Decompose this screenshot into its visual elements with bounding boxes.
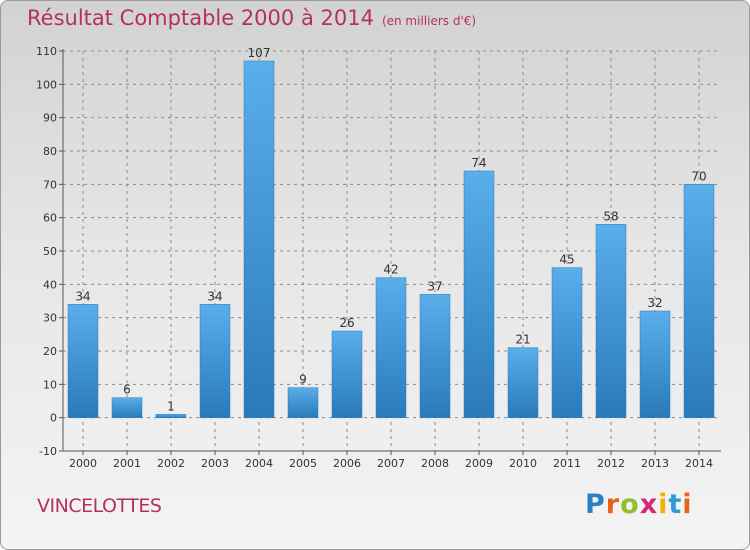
x-tick-label: 2006 bbox=[333, 457, 361, 470]
commune-name: VINCELOTTES bbox=[37, 495, 162, 517]
bar bbox=[67, 304, 99, 418]
x-tick-label: 2014 bbox=[685, 457, 713, 470]
x-tick-label: 2013 bbox=[641, 457, 669, 470]
logo-letter: x bbox=[639, 489, 659, 520]
x-tick-label: 2010 bbox=[509, 457, 537, 470]
logo-letter: i bbox=[682, 489, 693, 520]
bar bbox=[155, 414, 187, 418]
bar-value-label: 34 bbox=[207, 289, 222, 303]
x-tick-label: 2000 bbox=[69, 457, 97, 470]
bar-value-label: 107 bbox=[248, 46, 271, 60]
y-tick-label: 30 bbox=[43, 312, 57, 325]
x-tick-label: 2004 bbox=[245, 457, 273, 470]
bar-value-label: 9 bbox=[299, 373, 307, 387]
logo-letter: o bbox=[620, 489, 640, 520]
y-tick-label: 0 bbox=[50, 412, 57, 425]
bar bbox=[375, 277, 407, 418]
chart-title-text: Résultat Comptable 2000 à 2014 bbox=[27, 6, 374, 30]
y-tick-label: 90 bbox=[43, 112, 57, 125]
bar-value-label: 34 bbox=[75, 289, 90, 303]
y-tick-label: 40 bbox=[43, 278, 57, 291]
y-tick-label: 80 bbox=[43, 145, 57, 158]
x-tick-label: 2002 bbox=[157, 457, 185, 470]
bar bbox=[243, 60, 275, 418]
logo-letter: t bbox=[668, 489, 683, 520]
y-tick-label: 70 bbox=[43, 178, 57, 191]
y-tick-label: 100 bbox=[36, 78, 57, 91]
bar bbox=[463, 170, 495, 418]
x-tick-label: 2005 bbox=[289, 457, 317, 470]
bar-value-label: 42 bbox=[383, 263, 398, 277]
bar bbox=[639, 310, 671, 418]
bar-value-label: 70 bbox=[691, 169, 706, 183]
logo-letter: i bbox=[658, 489, 669, 520]
y-tick-label: 110 bbox=[36, 45, 57, 58]
bar-value-label: 37 bbox=[427, 279, 442, 293]
chart-subtitle: (en milliers d'€) bbox=[381, 14, 477, 28]
bar-value-label: 21 bbox=[515, 333, 530, 347]
bar-value-label: 74 bbox=[471, 156, 486, 170]
logo-letter: r bbox=[605, 489, 621, 520]
x-tick-label: 2008 bbox=[421, 457, 449, 470]
logo-letter: P bbox=[585, 489, 606, 520]
y-tick-label: 60 bbox=[43, 212, 57, 225]
bar bbox=[595, 224, 627, 418]
proxiti-logo: Proxiti bbox=[585, 489, 693, 520]
bar bbox=[331, 330, 363, 418]
bar bbox=[111, 397, 143, 418]
bar bbox=[287, 387, 319, 418]
chart-title: Résultat Comptable 2000 à 2014 (en millie… bbox=[27, 6, 476, 30]
bar-value-label: 32 bbox=[647, 296, 662, 310]
y-tick-label: -10 bbox=[39, 445, 57, 458]
bar bbox=[551, 267, 583, 418]
y-tick-label: 20 bbox=[43, 345, 57, 358]
bar-value-label: 6 bbox=[123, 383, 131, 397]
x-tick-label: 2009 bbox=[465, 457, 493, 470]
x-tick-label: 2001 bbox=[113, 457, 141, 470]
x-tick-label: 2012 bbox=[597, 457, 625, 470]
bar bbox=[507, 347, 539, 418]
bar bbox=[419, 294, 451, 418]
bar-value-label: 1 bbox=[167, 399, 175, 413]
x-tick-label: 2011 bbox=[553, 457, 581, 470]
bar bbox=[683, 184, 715, 418]
y-tick-label: 10 bbox=[43, 378, 57, 391]
x-tick-label: 2003 bbox=[201, 457, 229, 470]
bar-value-label: 58 bbox=[603, 209, 618, 223]
bar bbox=[199, 304, 231, 418]
bar-value-label: 26 bbox=[339, 316, 354, 330]
y-tick-label: 50 bbox=[43, 245, 57, 258]
bar-value-label: 45 bbox=[559, 253, 574, 267]
x-tick-label: 2007 bbox=[377, 457, 405, 470]
